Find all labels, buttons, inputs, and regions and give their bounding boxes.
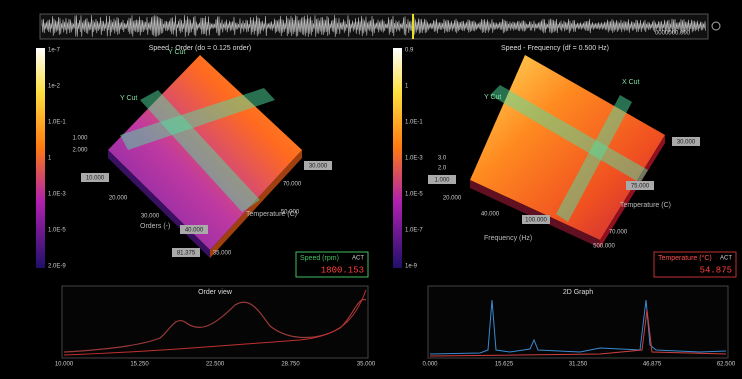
readout-label: Speed (rpm) [300,255,339,262]
x-tick-label: 10.000 [55,362,74,368]
colorbar-tick: 1.0E-5 [48,228,66,234]
tick-tag [172,248,200,257]
axis-ticks: 30.000 1.000 2.000 10.000 20.000 30.000 40.000… [72,136,332,257]
colorbar-ticks: 0.9 1 1.0E-1 1.0E-3 1.0E-5 1.0E-7 1e-9 [405,48,423,270]
x-tick-label: 15.250 [130,362,149,368]
axis-tick: 3.0 [438,156,447,162]
cut-label: Y Cut [168,49,185,56]
axis-tick: 2.0 [438,166,447,172]
trace [429,309,727,357]
readout-mode: ACT [352,256,364,262]
axis-tick: 1.000 [434,178,450,184]
axis-tick: 100.000 [525,218,547,224]
colorbar-tick: 1e-2 [48,84,61,90]
x-tick-label: 31.250 [569,362,588,368]
cut-plane [120,88,275,150]
surface-side [210,150,302,258]
trace [429,299,727,355]
colorbar-tick: 1e-9 [405,264,418,270]
plot-title: Speed - Frequency (df = 0.500 Hz) [501,45,609,52]
cut-plane [556,95,632,222]
colorbar [36,48,45,268]
axis-tick: 70.000 [283,182,302,188]
cut-label: Y Cut [120,95,137,102]
tick-tag [626,181,654,190]
plot-title: Speed - Order (do = 0.125 order) [149,45,252,52]
axis-label: Temperature (C) [620,202,671,209]
axis-tick: 20.000 [443,196,462,202]
axis-tick: 40.000 [481,212,500,218]
axis-tick: 20.000 [109,196,128,202]
axis-label: Frequency (Hz) [484,235,532,242]
colorbar-ticks: 1e-7 1e-2 1.0E-1 1 1.0E-3 1.0E-5 2.0E-9 [48,48,66,270]
axis-ticks: 30.000 3.0 2.0 1.000 20.000 40.000 100.000 70.0… [428,137,700,250]
colorbar-tick: 1 [48,156,52,162]
waveform [41,15,707,37]
plot-title: 2D Graph [563,289,593,296]
tick-tag [81,173,109,182]
axis-tick: 50.000 [281,210,300,216]
waveform-trace [41,15,707,37]
tick-tag [522,215,550,224]
colorbar-tick: 1.0E-7 [405,228,423,234]
axis-label: Temperature (C) [246,211,297,218]
axis-tick: 30.000 [309,164,328,170]
x-ticks: 0.000 15.625 31.250 46.875 62.500 [422,362,735,368]
x-tick-label: 35.000 [357,362,376,368]
x-tick-label: 22.500 [206,362,225,368]
axis-tick: 2.000 [72,148,88,154]
colorbar-tick: 1e-7 [48,48,61,54]
colorbar-tick: 1.0E-1 [405,120,423,126]
settings-icon[interactable] [711,21,721,31]
axis-tick: 30.000 [141,214,160,220]
cut-plane [490,85,648,183]
axis-tick: 40.000 [185,228,204,234]
cut-label: X Cut [622,79,640,86]
colorbar-tick: 1.0E-3 [405,156,423,162]
readout-box[interactable] [295,251,369,278]
readout-label: Temperature (°C) [658,254,712,262]
readout-mode: ACT [720,256,732,262]
colorbar-tick: 2.0E-9 [48,264,66,270]
axis-tick: 500.000 [593,244,615,250]
tick-tag [428,175,456,184]
x-tick-label: 28.750 [281,362,300,368]
colorbar-tick: 0.9 [405,48,414,54]
cut-label: Y Cut [484,94,501,101]
axis-tick: 10.000 [86,176,105,182]
x-tick-label: 0.000 [422,362,438,368]
waveform-time: 0000000.000 [655,31,691,37]
colorbar-tick: 1.0E-1 [48,120,66,126]
surface-side [470,180,600,248]
axis-tick: 81.375 [177,251,196,257]
axis-tick: 70.000 [609,230,628,236]
trace [63,289,367,356]
tick-tag [304,161,332,170]
plot-title: Order view [198,289,233,296]
readout-value: 1800.153 [321,265,364,275]
axis-tick: 30.000 [677,140,696,146]
surface-side [600,135,665,248]
x-tick-label: 46.875 [643,362,662,368]
colorbar-tick: 1.0E-5 [405,192,423,198]
axis-tick: 75.000 [631,184,650,190]
axis-tick: 1.000 [72,136,88,142]
readout-box[interactable] [653,251,737,278]
plot-area [427,285,729,359]
axis-label: Orders (-) [140,223,170,230]
readout-value: 54.875 [700,265,732,275]
colorbar-tick: 1.0E-3 [48,192,66,198]
tick-tag [180,225,208,234]
colorbar-tick: 1 [405,84,409,90]
x-ticks: 10.000 15.250 22.500 28.750 35.000 [55,362,376,368]
x-tick-label: 15.625 [495,362,514,368]
tick-tag [672,137,700,146]
x-tick-label: 62.500 [717,362,736,368]
axis-tick: 35.000 [213,251,232,257]
colorbar [393,48,402,268]
